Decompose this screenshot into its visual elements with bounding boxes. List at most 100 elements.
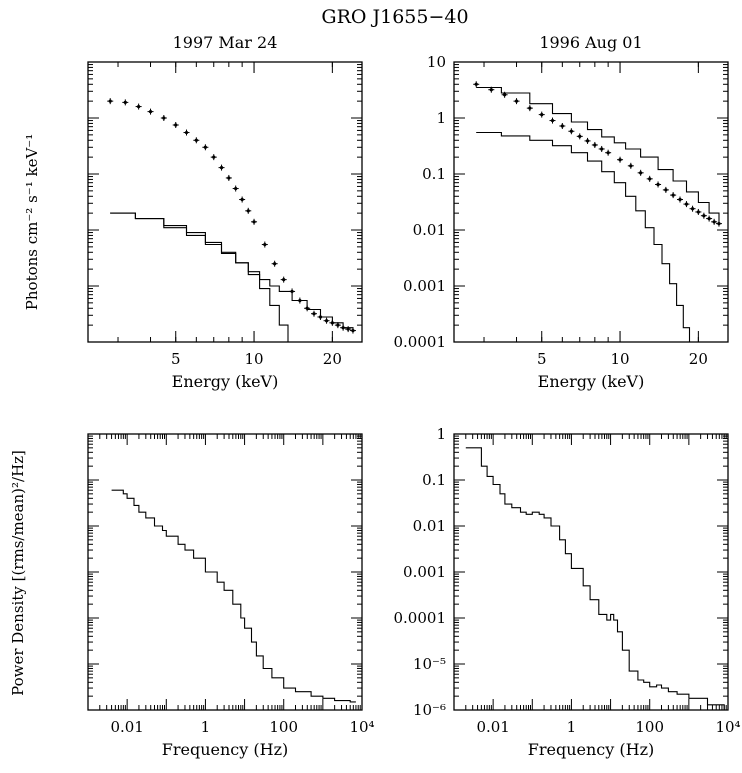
data-point	[212, 155, 216, 159]
x-tick-label: 10⁴	[349, 718, 374, 736]
plot-frame	[87, 433, 363, 711]
x-tick-label: 1	[567, 718, 577, 736]
data-point	[656, 182, 660, 187]
y-tick-label: 0.01	[413, 221, 446, 239]
y-axis-label-bottom: Power Density [(rms/mean)²/Hz]	[9, 450, 27, 696]
x-tick-label: 5	[171, 350, 181, 368]
y-tick-label: 0.01	[413, 517, 446, 535]
data-point	[324, 319, 329, 323]
plot-frame	[453, 433, 729, 711]
data-point	[707, 216, 711, 221]
x-tick-label: 10	[244, 350, 263, 368]
y-tick-label: 1	[436, 109, 446, 127]
y-axis-label-top: Photons cm⁻² s⁻¹ keV⁻¹	[23, 134, 41, 310]
data-point	[503, 93, 507, 97]
y-tick-label: 0.0001	[394, 609, 447, 627]
series-1-line	[110, 212, 311, 343]
data-point	[712, 220, 716, 224]
data-point	[684, 202, 689, 206]
spectrum-panel-1996: 5 10 20 10 1 0.1 0.01 0.001 0.0001 1996 Aug 01 Ene…	[394, 33, 729, 391]
power-density-panel-1996: 0.01 1 100 10⁴ 1 0.1 0.01 0.001 0.0001 10⁻⁵ 10⁻⁶ Fr…	[394, 425, 741, 759]
figure-title: GRO J1655−40	[321, 6, 468, 28]
y-tick-label: 0.1	[422, 165, 446, 183]
data-point	[550, 118, 555, 123]
data-point	[346, 327, 350, 331]
data-point	[219, 166, 224, 170]
data-point	[234, 186, 238, 191]
data-point	[514, 99, 519, 103]
data-point	[664, 188, 668, 192]
data-point	[489, 88, 493, 92]
series-0-line	[111, 489, 356, 703]
panel-title: 1996 Aug 01	[539, 33, 642, 52]
data-point	[629, 164, 633, 168]
data-point	[585, 139, 590, 143]
data-point	[282, 278, 286, 282]
series-2-line	[110, 212, 354, 331]
data-point	[639, 171, 643, 175]
data-point	[678, 197, 682, 202]
x-tick-label: 20	[323, 350, 342, 368]
x-tick-label: 1	[201, 718, 211, 736]
data-point	[648, 177, 652, 181]
data-point	[569, 129, 573, 133]
data-point	[123, 100, 127, 104]
x-axis-label: Energy (keV)	[172, 372, 279, 391]
data-point	[252, 220, 256, 224]
data-point	[174, 123, 178, 127]
series-0-line	[465, 447, 725, 710]
data-point	[263, 242, 267, 247]
panel-title: 1997 Mar 24	[173, 33, 278, 52]
data-point	[162, 116, 166, 120]
data-point	[560, 124, 564, 128]
series-1-line	[476, 131, 696, 343]
x-tick-label: 10	[610, 350, 629, 368]
data-point	[696, 210, 700, 214]
data-point	[702, 214, 706, 218]
data-point	[246, 209, 250, 213]
data-point	[606, 151, 610, 155]
data-point	[528, 106, 532, 110]
y-tick-label: 10⁻⁶	[413, 701, 446, 719]
data-point	[671, 193, 675, 197]
data-point	[108, 99, 112, 103]
data-point	[600, 147, 604, 151]
x-axis-label: Frequency (Hz)	[162, 740, 289, 759]
data-point	[240, 197, 244, 202]
plot-frame	[453, 61, 729, 343]
x-axis-label: Energy (keV)	[538, 372, 645, 391]
data-point	[690, 207, 695, 211]
data-point	[593, 143, 597, 147]
data-point	[203, 145, 207, 149]
y-tick-label: 0.1	[422, 471, 446, 489]
power-density-panel-1997: 0.01 1 100 10⁴ Frequency (Hz)	[87, 433, 375, 759]
y-tick-label: 0.001	[403, 563, 446, 581]
data-point	[137, 104, 141, 109]
plot-frame	[87, 61, 363, 343]
x-tick-label: 5	[537, 350, 547, 368]
y-tick-label: 0.0001	[394, 333, 447, 351]
data-point	[273, 262, 277, 266]
y-tick-label: 10	[427, 53, 446, 71]
x-tick-label: 100	[635, 718, 664, 736]
y-tick-label: 1	[436, 425, 446, 443]
data-point	[312, 312, 316, 316]
data-point	[148, 110, 153, 114]
x-tick-label: 10⁴	[715, 718, 740, 736]
data-point	[540, 113, 544, 117]
data-point	[227, 176, 231, 180]
x-axis-label: Frequency (Hz)	[528, 740, 655, 759]
x-tick-label: 0.01	[476, 718, 509, 736]
x-tick-label: 0.01	[110, 718, 143, 736]
data-point	[336, 323, 340, 327]
data-point	[194, 138, 198, 142]
spectrum-panel-1997: 5 10 20 1997 Mar 24 Energy (keV)	[87, 33, 363, 391]
x-tick-label: 100	[269, 718, 298, 736]
data-point	[474, 82, 478, 86]
series-2-line	[476, 86, 720, 222]
y-tick-label: 10⁻⁵	[413, 655, 446, 673]
data-point	[618, 158, 622, 162]
data-point	[184, 130, 189, 135]
y-tick-label: 0.001	[403, 277, 446, 295]
